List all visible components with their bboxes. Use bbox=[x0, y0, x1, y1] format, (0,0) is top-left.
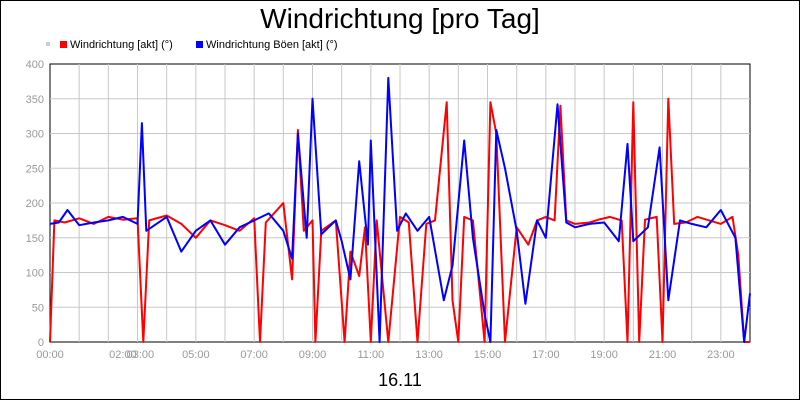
x-tick-label: 02:00 bbox=[109, 349, 137, 361]
x-tick-label: 05:00 bbox=[182, 349, 210, 361]
legend-swatch-windrichtung bbox=[60, 41, 67, 48]
x-tick-label: 03:00 bbox=[127, 349, 155, 361]
legend-swatch-boeen bbox=[196, 41, 203, 48]
x-tick-label: 09:00 bbox=[299, 349, 327, 361]
x-tick-label: 13:00 bbox=[415, 349, 443, 361]
x-tick-label: 07:00 bbox=[240, 349, 268, 361]
x-tick-label: 15:00 bbox=[474, 349, 502, 361]
series-line-boeen bbox=[49, 76, 751, 343]
y-tick-label: 0 bbox=[38, 337, 44, 349]
y-tick-label: 200 bbox=[26, 198, 44, 210]
x-tick-label: 19:00 bbox=[590, 349, 618, 361]
y-tick-label: 150 bbox=[26, 233, 44, 245]
x-tick-label: 11:00 bbox=[357, 349, 384, 361]
y-tick-label: 250 bbox=[26, 163, 44, 175]
x-tick-label: 00:00 bbox=[36, 349, 64, 361]
y-tick-label: 350 bbox=[26, 94, 44, 106]
x-tick-label: 23:00 bbox=[707, 349, 735, 361]
y-tick-label: 400 bbox=[26, 59, 44, 71]
chart-title: Windrichtung [pro Tag] bbox=[260, 3, 540, 34]
legend: Windrichtung [akt] (°) Windrichtung Böen… bbox=[46, 39, 338, 51]
y-axis-ticks: 0 50 100 150 200 250 300 350 400 bbox=[26, 59, 44, 349]
y-tick-label: 50 bbox=[32, 302, 44, 314]
x-tick-label: 21:00 bbox=[649, 349, 677, 361]
y-tick-label: 300 bbox=[26, 129, 44, 141]
y-tick-label: 100 bbox=[26, 268, 44, 280]
grid bbox=[50, 64, 750, 342]
legend-marker-default bbox=[46, 42, 50, 46]
series-lines bbox=[49, 76, 751, 343]
legend-label-windrichtung: Windrichtung [akt] (°) bbox=[70, 39, 173, 51]
date-label: 16.11 bbox=[378, 370, 422, 390]
x-tick-label: 17:00 bbox=[532, 349, 560, 361]
legend-label-boeen: Windrichtung Böen [akt] (°) bbox=[206, 39, 338, 51]
